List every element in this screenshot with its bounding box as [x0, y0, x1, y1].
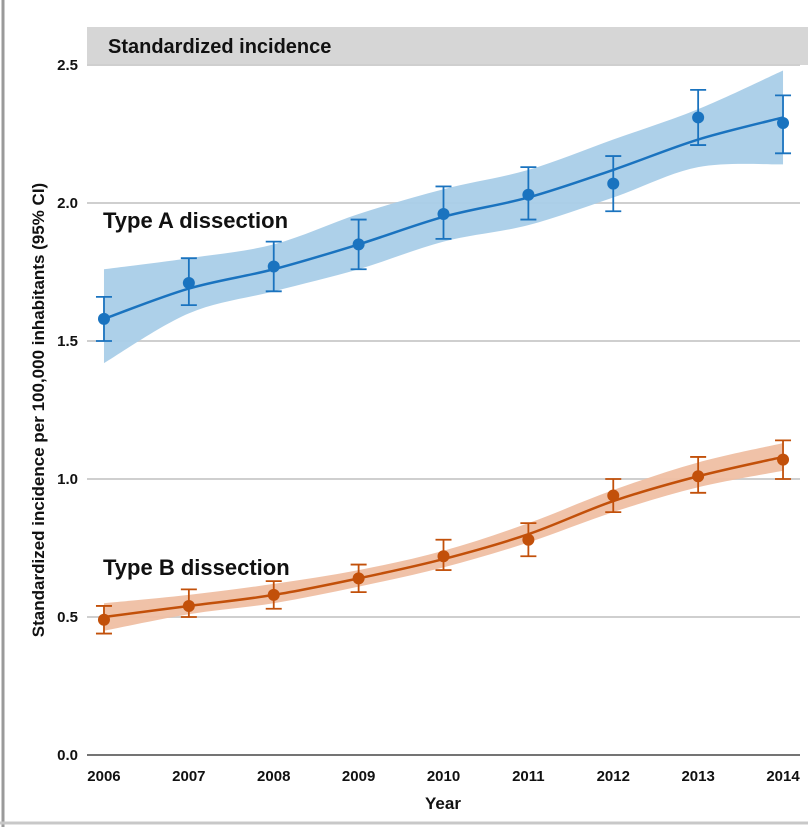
panel-title: Standardized incidence [108, 36, 331, 58]
x-tick-label: 2010 [427, 768, 460, 785]
x-tick-label: 2006 [87, 768, 120, 785]
data-point-type-b [352, 572, 365, 585]
y-axis-title: Standardized incidence per 100,000 inhab… [29, 183, 48, 637]
x-axis-title: Year [425, 794, 461, 813]
x-tick-label: 2013 [681, 768, 714, 785]
x-tick-label: 2014 [766, 768, 800, 785]
data-point-type-a [522, 188, 535, 201]
y-tick-label: 0.5 [57, 609, 78, 626]
data-point-type-a [437, 208, 450, 221]
data-point-type-b [607, 489, 620, 502]
data-point-type-b [182, 599, 195, 612]
series-layer [95, 70, 792, 635]
data-point-type-a [352, 238, 365, 251]
x-tick-label: 2009 [342, 768, 375, 785]
x-tick-label: 2008 [257, 768, 290, 785]
panel-title-strip [87, 27, 808, 65]
series-type-b [95, 439, 792, 635]
data-point-type-b [437, 550, 450, 563]
data-point-type-b [777, 453, 790, 466]
y-tick-label: 2.0 [57, 195, 78, 212]
series-type-a [95, 70, 792, 364]
y-tick-label: 2.5 [57, 57, 78, 74]
y-tick-labels: 0.0 0.5 1.0 1.5 2.0 2.5 [57, 57, 78, 764]
y-tick-label: 0.0 [57, 747, 78, 764]
data-point-type-a [777, 116, 790, 129]
data-point-type-b [522, 533, 535, 546]
y-tick-label: 1.0 [57, 471, 78, 488]
data-point-type-b [97, 613, 110, 626]
data-point-type-b [267, 588, 280, 601]
data-point-type-a [97, 312, 110, 325]
x-tick-label: 2012 [597, 768, 630, 785]
data-point-type-a [182, 277, 195, 290]
data-point-type-a [692, 111, 705, 124]
x-tick-labels: 2006 2007 2008 2009 2010 2011 2012 2013 2014 [87, 768, 800, 785]
x-tick-label: 2011 [512, 768, 545, 785]
x-tick-label: 2007 [172, 768, 205, 785]
data-point-type-b [692, 470, 705, 483]
data-point-type-a [607, 177, 620, 190]
data-point-type-a [267, 260, 280, 273]
y-tick-label: 1.5 [57, 333, 78, 350]
series-label-type-a: Type A dissection [103, 208, 288, 233]
series-label-type-b: Type B dissection [103, 555, 290, 580]
